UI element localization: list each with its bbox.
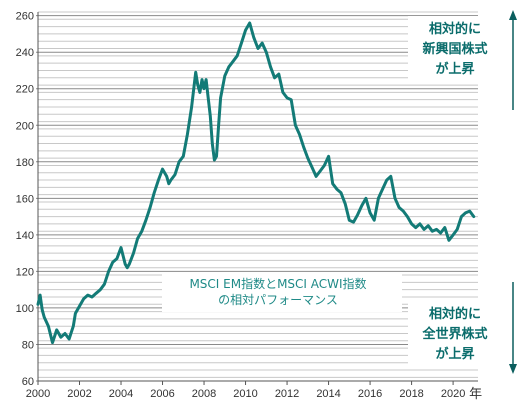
annotation-background: [162, 272, 402, 312]
down-arrow-head: [509, 364, 517, 374]
bottom-note-background: [408, 302, 504, 368]
y-tick-label: 240: [16, 47, 34, 59]
series-line: [36, 21, 476, 345]
series-lines: [36, 21, 476, 345]
annotation-line1: MSCI EM指数とMSCI ACWI指数: [189, 276, 366, 291]
bottom-note: 相対的に 全世界株式 が上昇: [408, 302, 504, 368]
y-tick-label: 100: [16, 303, 34, 315]
x-tick-label: 2004: [109, 388, 133, 400]
bottom-note-line1: 相対的に: [429, 306, 481, 322]
x-tick-label: 2002: [67, 388, 91, 400]
y-tick-label: 220: [16, 84, 34, 96]
top-note-line3: が上昇: [435, 61, 474, 77]
x-tick-label: 2018: [399, 388, 423, 400]
annotation: MSCI EM指数とMSCI ACWI指数 の相対パフォーマンス: [162, 272, 402, 312]
down-arrow: [509, 282, 517, 374]
x-tick-label: 2006: [150, 388, 174, 400]
y-tick-label: 80: [22, 339, 34, 351]
annotation-line2: の相対パフォーマンス: [218, 293, 338, 307]
up-arrow-head: [509, 10, 517, 20]
x-tick-label: 2016: [358, 388, 382, 400]
y-axis-ticks: 60 80 100 120 140 160 180 200 220 240 260: [16, 11, 478, 388]
y-tick-label: 180: [16, 157, 34, 169]
y-tick-label: 60: [22, 376, 34, 388]
top-note-line1: 相対的に: [429, 21, 481, 37]
y-tick-label: 140: [16, 230, 34, 242]
y-tick-label: 260: [16, 11, 34, 23]
x-axis-unit-label: 年: [469, 386, 482, 401]
x-tick-label: 2014: [316, 388, 340, 400]
bottom-note-line2: 全世界株式: [421, 326, 487, 342]
x-tick-label: 2008: [192, 388, 216, 400]
x-tick-label: 2000: [26, 388, 50, 400]
top-note-line2: 新興国株式: [422, 41, 487, 57]
x-tick-label: 2012: [275, 388, 299, 400]
up-arrow: [509, 10, 517, 110]
x-tick-label: 2020: [441, 388, 465, 400]
top-note: 相対的に 新興国株式 が上昇: [408, 16, 504, 82]
top-note-background: [408, 16, 504, 82]
y-tick-label: 160: [16, 193, 34, 205]
bottom-note-line3: が上昇: [435, 346, 474, 362]
x-tick-label: 2010: [233, 388, 257, 400]
y-tick-label: 200: [16, 120, 34, 132]
x-axis-ticks: 2000 2002 2004 2006 2008 2010 2012 2014 2016 2018…: [26, 380, 478, 400]
y-tick-label: 120: [16, 266, 34, 278]
